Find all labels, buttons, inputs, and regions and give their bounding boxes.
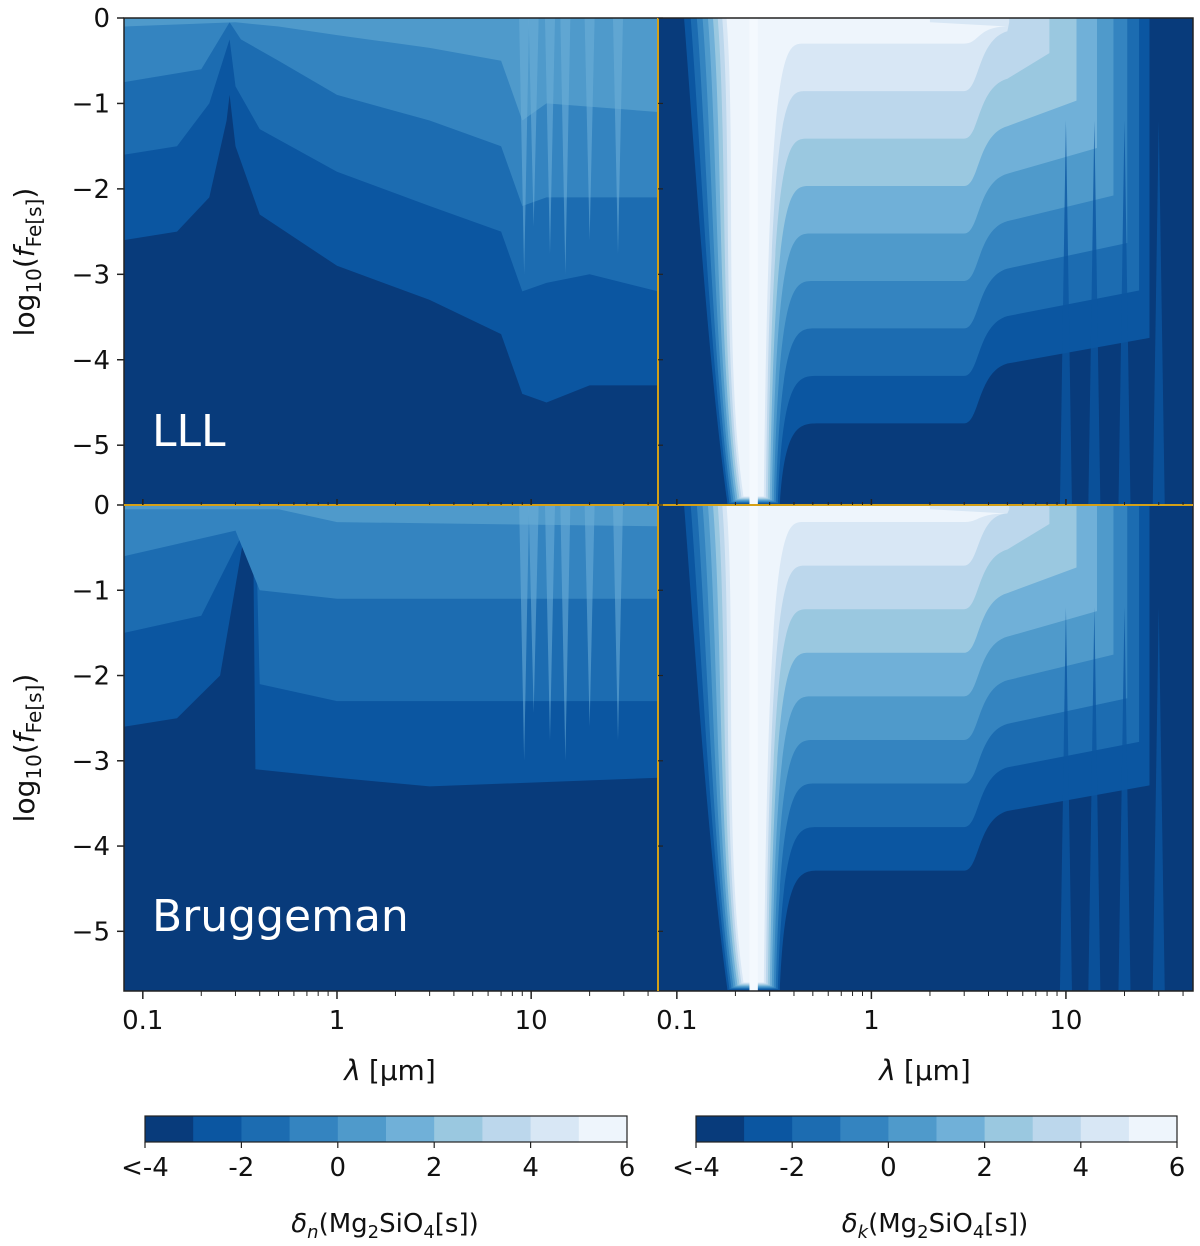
brug-dn-spike <box>584 505 595 727</box>
axis-ticks: 0 −1 −2 −3 −4 −5 0 −1 −2 −3 −4 −5 0.1 1 10 0.1 1 10 <box>72 4 1184 1036</box>
colorbar-tick-label: 2 <box>426 1153 443 1183</box>
colorbar-frame <box>695 1115 1178 1143</box>
colorbar-frame <box>144 1115 628 1143</box>
colorbar-swatch <box>1032 1116 1082 1142</box>
xtick-label: 1 <box>863 1006 880 1036</box>
colorbar-tick-label: <-4 <box>121 1153 169 1183</box>
row-label-lll: LLL <box>152 406 226 457</box>
colorbar-swatch <box>145 1116 194 1142</box>
ytick-label: −2 <box>72 175 110 205</box>
panel-lll-delta-k <box>658 18 1193 505</box>
colorbar-swatch <box>530 1116 580 1142</box>
lll-dn-spike <box>544 18 555 254</box>
colorbar-swatch <box>936 1116 986 1142</box>
ytick-label: −1 <box>72 576 110 606</box>
brug-dk-spike <box>1152 607 1165 991</box>
colorbar-label-delta-k: δk(Mg2SiO4[s]) <box>842 1209 1029 1243</box>
y-axis-label-bottom: log10(fFe[s]) <box>8 674 46 823</box>
colorbar-label-delta-n: δn(Mg2SiO4[s]) <box>291 1209 479 1243</box>
colorbar-swatch <box>984 1116 1034 1142</box>
colorbar-tick-label: 4 <box>522 1153 539 1183</box>
lll-dn-spike <box>560 18 571 275</box>
colorbar-swatch <box>840 1116 889 1142</box>
colorbar-swatch <box>337 1116 387 1142</box>
lll-dk-dip-core <box>749 18 758 505</box>
brug-dn-spike <box>528 505 539 714</box>
colorbar-swatch <box>434 1116 483 1142</box>
ytick-label: −3 <box>72 260 110 290</box>
xtick-label: 10 <box>515 1006 548 1036</box>
ytick-label: −1 <box>72 89 110 119</box>
lll-dn-spike <box>528 18 539 227</box>
colorbar-tick-label: 2 <box>976 1153 993 1183</box>
colorbar-swatch <box>744 1116 793 1142</box>
brug-dk-dip-core <box>749 505 758 991</box>
lll-dk-band-9 <box>658 18 1008 497</box>
ytick-label: −4 <box>72 832 110 862</box>
colorbar-tick-label: -2 <box>779 1153 805 1183</box>
colorbar-tick-label: 6 <box>1169 1153 1186 1183</box>
lll-dk-spike <box>1088 120 1101 505</box>
y-axis-label-top: log10(fFe[s]) <box>8 188 46 337</box>
colorbar-tick-label: 6 <box>619 1153 636 1183</box>
colorbar-tick-label: 4 <box>1073 1153 1090 1183</box>
ytick-label: −5 <box>72 917 110 947</box>
colorbar-delta-k: <-4 -2 0 2 4 6 <box>672 1115 1186 1183</box>
colorbar-swatch <box>1080 1116 1130 1142</box>
brug-dk-spike <box>1088 607 1101 991</box>
svg-text:log10(fFe[s]): log10(fFe[s]) <box>8 188 46 337</box>
panel-bruggeman-delta-k <box>658 505 1193 991</box>
brug-dk-spike <box>1059 607 1072 991</box>
colorbar-swatch <box>888 1116 937 1142</box>
colorbar-swatch <box>578 1116 628 1142</box>
xtick-label: 10 <box>1049 1006 1082 1036</box>
colorbar-swatch <box>289 1116 339 1142</box>
lll-dk-spike <box>1059 120 1072 505</box>
brug-dk-band-9 <box>658 505 1008 983</box>
lll-dn-spike <box>519 18 530 275</box>
colorbar-tick-label: -2 <box>228 1153 254 1183</box>
xtick-label: 0.1 <box>656 1006 697 1036</box>
colorbar-swatch <box>193 1116 242 1142</box>
colorbar-swatch <box>792 1116 841 1142</box>
ytick-label: 0 <box>93 4 110 34</box>
row-label-bruggeman: Bruggeman <box>152 891 409 942</box>
panel-lll-delta-n <box>124 18 658 505</box>
brug-dn-spike <box>544 505 555 741</box>
ytick-label: 0 <box>93 491 110 521</box>
colorbar-delta-n: <-4 -2 0 2 4 6 <box>121 1115 636 1183</box>
colorbar-swatch <box>482 1116 532 1142</box>
colorbar-swatch <box>696 1116 745 1142</box>
brug-dn-spike <box>560 505 571 761</box>
colorbar-tick-label: 0 <box>880 1153 897 1183</box>
lll-dk-spike <box>1152 120 1165 505</box>
brug-dn-spike <box>612 505 623 741</box>
xtick-label: 1 <box>329 1006 346 1036</box>
colorbar-tick-label: 0 <box>330 1153 347 1183</box>
ytick-label: −4 <box>72 346 110 376</box>
lll-dn-spike <box>584 18 595 241</box>
ytick-label: −5 <box>72 431 110 461</box>
svg-text:log10(fFe[s]): log10(fFe[s]) <box>8 674 46 823</box>
ytick-label: −2 <box>72 662 110 692</box>
colorbar-swatch <box>1128 1116 1178 1142</box>
xtick-label: 0.1 <box>122 1006 163 1036</box>
x-axis-label-right: λ [μm] <box>877 1054 971 1087</box>
colorbar-swatch <box>241 1116 291 1142</box>
brug-dk-spike <box>1118 607 1131 991</box>
colorbar-swatch <box>386 1116 435 1142</box>
panel-bruggeman-delta-n <box>124 505 658 991</box>
x-axis-label-left: λ [μm] <box>342 1054 436 1087</box>
ytick-label: −3 <box>72 747 110 777</box>
lll-dn-spike <box>612 18 623 254</box>
lll-dk-spike <box>1118 120 1131 505</box>
colorbar-tick-label: <-4 <box>672 1153 720 1183</box>
brug-dn-spike <box>519 505 530 761</box>
